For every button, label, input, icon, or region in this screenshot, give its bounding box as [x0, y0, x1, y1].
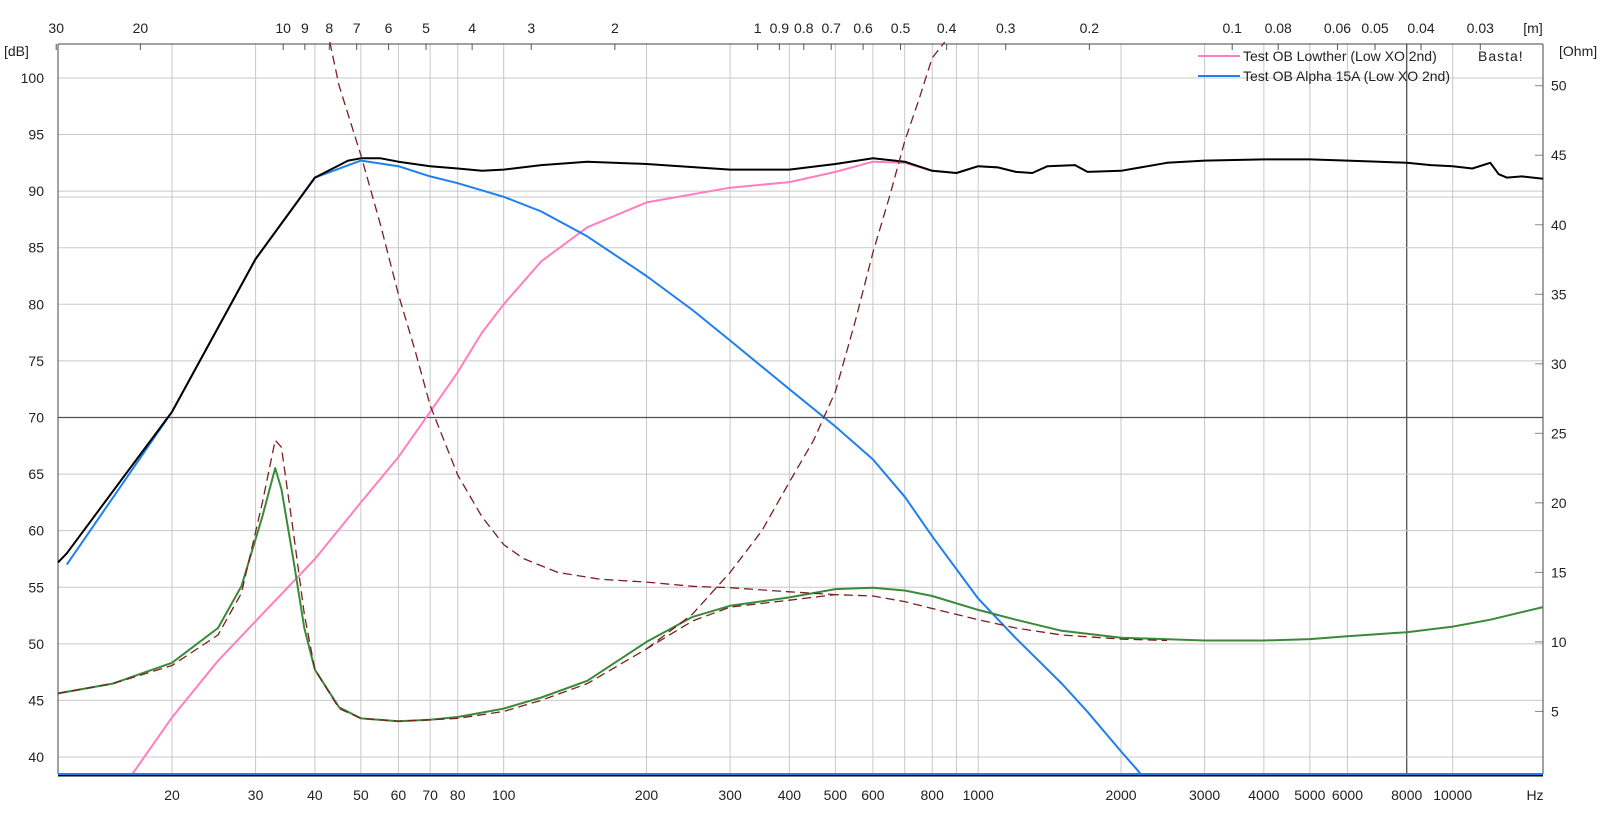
- y-right-tick-label: 25: [1551, 425, 1567, 441]
- y-left-tick-label: 90: [28, 183, 44, 199]
- y-right-tick-label: 40: [1551, 217, 1567, 233]
- y-left-tick-label: 65: [28, 466, 44, 482]
- top-tick-label: 2: [611, 20, 619, 36]
- top-tick-label: 8: [325, 20, 333, 36]
- y-left-tick-label: 85: [28, 240, 44, 256]
- top-tick-label: 20: [133, 20, 149, 36]
- top-tick-label: 4: [468, 20, 476, 36]
- top-tick-label: 5: [422, 20, 430, 36]
- y-left-tick-label: 50: [28, 636, 44, 652]
- top-tick-label: 10: [275, 20, 291, 36]
- y-left-tick-label: 45: [28, 692, 44, 708]
- series-impedance-high-branch: [646, 41, 946, 650]
- top-tick-label: 0.5: [891, 20, 911, 36]
- x-tick-label: 800: [921, 787, 945, 803]
- top-tick-label: 30: [48, 20, 64, 36]
- top-tick-label: 0.1: [1222, 20, 1242, 36]
- x-tick-label: 300: [718, 787, 742, 803]
- series: [57, 41, 1544, 775]
- y-right-tick-label: 50: [1551, 78, 1567, 94]
- x-tick-label: 5000: [1294, 787, 1325, 803]
- top-tick-label: 0.06: [1324, 20, 1351, 36]
- y-left-tick-label: 75: [28, 353, 44, 369]
- top-tick-label: 0.04: [1407, 20, 1434, 36]
- x-tick-label: 40: [307, 787, 323, 803]
- x-tick-label: 8000: [1391, 787, 1422, 803]
- y-left-tick-label: 55: [28, 579, 44, 595]
- x-tick-label: 20: [164, 787, 180, 803]
- x-tick-label: 3000: [1189, 787, 1220, 803]
- top-tick-label: 0.3: [996, 20, 1016, 36]
- top-tick-label: 3: [527, 20, 535, 36]
- y-right-tick-label: 10: [1551, 634, 1567, 650]
- top-tick-label: 9: [301, 20, 309, 36]
- x-tick-label: 70: [422, 787, 438, 803]
- top-tick-label: 0.8: [794, 20, 814, 36]
- y-left-tick-label: 70: [28, 409, 44, 425]
- x-tick-label: 600: [861, 787, 885, 803]
- x-tick-label: 30: [248, 787, 264, 803]
- top-tick-label: 0.7: [821, 20, 841, 36]
- x-tick-label: 500: [824, 787, 848, 803]
- x-tick-label: 400: [778, 787, 802, 803]
- top-tick-label: 0.2: [1080, 20, 1100, 36]
- y-left-tick-label: 60: [28, 523, 44, 539]
- top-tick-label: 0.4: [937, 20, 957, 36]
- y-left-axis-label: [dB]: [4, 43, 29, 59]
- top-tick-label: 0.9: [770, 20, 790, 36]
- x-tick-label: 80: [450, 787, 466, 803]
- series-alpha-15a-response: [65, 159, 1142, 775]
- y-left-tick-label: 95: [28, 127, 44, 143]
- legend: Test OB Lowther (Low XO 2nd) Test OB Alp…: [1198, 48, 1524, 84]
- top-tick-label: 0.05: [1361, 20, 1388, 36]
- axes: 20 30 40 50 60 70 80 100 200 300 400 500 600 800 1000 2…: [4, 20, 1597, 803]
- top-axis-label: [m]: [1523, 20, 1542, 36]
- y-right-tick-label: 45: [1551, 147, 1567, 163]
- x-tick-label: 60: [391, 787, 407, 803]
- series-lowther-impedance: [57, 439, 1168, 722]
- y-left-tick-label: 80: [28, 296, 44, 312]
- top-tick-label: 7: [353, 20, 361, 36]
- y-right-tick-label: 15: [1551, 564, 1567, 580]
- watermark: Basta!: [1478, 48, 1524, 64]
- x-tick-label: 50: [353, 787, 369, 803]
- y-right-tick-label: 35: [1551, 286, 1567, 302]
- top-tick-label: 1: [754, 20, 762, 36]
- legend-label-lowther: Test OB Lowther (Low XO 2nd): [1243, 48, 1437, 64]
- series-alpha-15a-impedance: [57, 467, 1544, 723]
- y-right-tick-label: 5: [1551, 703, 1559, 719]
- top-tick-label: 6: [385, 20, 393, 36]
- y-right-tick-label: 30: [1551, 356, 1567, 372]
- x-tick-label: 2000: [1105, 787, 1136, 803]
- x-tick-label: 4000: [1248, 787, 1279, 803]
- x-tick-label: 1000: [963, 787, 994, 803]
- legend-label-alpha: Test OB Alpha 15A (Low XO 2nd): [1243, 68, 1450, 84]
- x-tick-label: 200: [635, 787, 659, 803]
- y-left-tick-label: 100: [21, 70, 45, 86]
- y-right-tick-label: 20: [1551, 495, 1567, 511]
- x-tick-label: 10000: [1433, 787, 1472, 803]
- x-axis-label: Hz: [1526, 787, 1543, 803]
- top-tick-label: 0.08: [1265, 20, 1292, 36]
- top-tick-label: 0.03: [1467, 20, 1494, 36]
- x-tick-label: 100: [492, 787, 516, 803]
- x-tick-label: 6000: [1332, 787, 1363, 803]
- y-right-axis-label: [Ohm]: [1559, 43, 1597, 59]
- series-summed-response: [57, 157, 1544, 564]
- top-tick-label: 0.6: [853, 20, 873, 36]
- y-left-tick-label: 40: [28, 749, 44, 765]
